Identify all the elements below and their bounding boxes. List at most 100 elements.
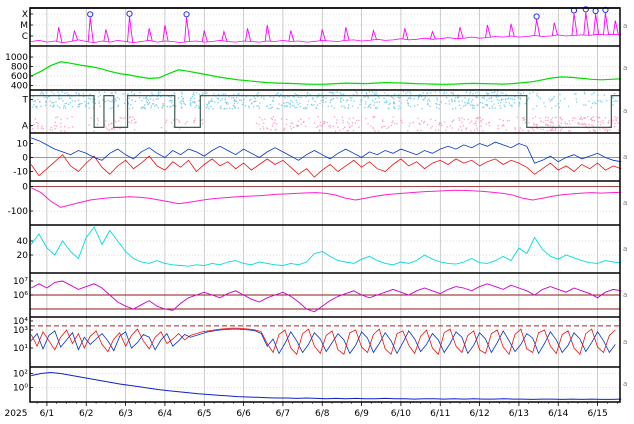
toward-dot [593,92,595,94]
panel-imf-bz: 10 0 -10 [13,132,622,178]
x-tick-label: 6/13 [509,409,529,419]
toward-dot [114,98,117,100]
away-dot [586,116,589,118]
away-dot [342,119,344,121]
toward-dot [84,105,87,107]
away-dot [569,123,571,125]
away-dot [522,117,524,120]
away-dot [285,123,288,126]
away-dot [110,123,112,125]
away-dot [569,130,571,132]
toward-dot [391,96,394,99]
toward-dot [357,107,359,109]
toward-dot [109,107,112,110]
toward-dot [44,104,47,107]
toward-dot [199,107,201,109]
toward-dot [192,101,194,103]
away-dot [42,127,44,130]
toward-dot [483,98,485,100]
right-edge-glyph: a [623,338,627,346]
toward-dot [390,96,392,98]
away-dot [598,117,601,119]
toward-dot [88,107,91,109]
toward-dot [99,105,101,108]
toward-dot [171,100,174,102]
away-dot [60,126,62,128]
toward-dot [34,100,36,102]
away-dot [540,128,542,130]
toward-dot [504,98,506,101]
toward-dot [457,97,460,99]
away-dot [552,129,554,131]
toward-dot [486,93,489,95]
away-dot [438,124,440,126]
toward-dot [289,103,291,106]
toward-dot [209,100,212,102]
away-dot [594,130,596,132]
away-dot [349,125,351,128]
y-tick-label: 600 [11,72,28,82]
away-dot [599,128,601,130]
toward-dot [341,105,343,107]
toward-dot [524,102,526,105]
away-dot [261,119,263,121]
toward-dot [450,98,453,101]
away-dot [323,122,326,124]
toward-dot [315,106,317,109]
away-dot [527,130,529,132]
toward-dot [161,107,163,109]
away-dot [71,126,74,128]
toward-dot [196,92,198,94]
away-dot [524,122,526,124]
toward-dot [361,99,363,101]
toward-dot [69,102,72,104]
toward-dot [75,92,77,94]
flare-spike [429,30,436,40]
toward-dot [111,101,113,103]
right-edge-glyph: a [623,107,627,115]
toward-dot [234,98,236,101]
toward-dot [417,96,420,98]
away-dot [589,118,592,120]
toward-dot [342,99,345,101]
away-dot [546,124,548,126]
toward-dot [266,105,269,107]
toward-dot [494,91,496,93]
toward-dot [472,105,475,107]
toward-dot [256,105,258,107]
toward-dot [536,95,538,97]
toward-dot [500,99,502,101]
toward-dot [49,100,51,103]
toward-dot [483,96,485,98]
away-dot [559,129,562,132]
toward-dot [451,108,454,110]
toward-dot [40,105,42,108]
toward-dot [143,106,145,108]
toward-dot [162,102,164,105]
toward-dot [145,97,147,99]
toward-dot [78,92,80,95]
away-dot [508,119,511,122]
away-dot [396,123,398,125]
away-dot [469,122,471,124]
away-dot [60,122,62,125]
toward-dot [127,102,130,104]
toward-dot [614,100,617,102]
flare-spike [457,27,464,39]
toward-dot [276,107,278,110]
toward-dot [342,94,345,96]
toward-dot [297,104,299,106]
away-dot [476,129,479,131]
toward-dot [474,92,477,94]
toward-dot [243,98,245,101]
toward-dot [428,98,430,100]
toward-dot [486,103,488,106]
toward-dot [296,93,298,96]
toward-dot [564,98,566,100]
toward-dot [455,107,457,109]
toward-dot [148,101,151,104]
toward-dot [397,96,399,99]
toward-dot [330,105,333,107]
